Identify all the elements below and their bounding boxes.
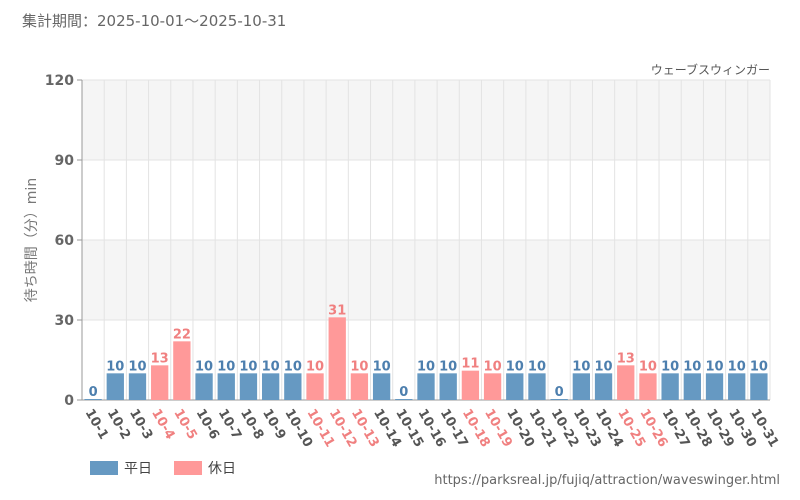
grid-band (82, 80, 770, 160)
bar-10-18 (461, 370, 480, 400)
period-label: 集計期間：2025-10-01～2025-10-31 (22, 12, 287, 30)
bar-10-15 (395, 399, 413, 400)
legend: 平日 休日 (90, 458, 236, 478)
bar-10-24 (594, 373, 613, 400)
bar-chart: 0 10 10 13 22 10 10 10 10 10 10 31 10 10 0 10 10 11 10 10 10… (24, 62, 782, 451)
data-label: 10 (306, 359, 324, 374)
data-label: 10 (705, 359, 723, 374)
y-tick-label: 0 (64, 393, 74, 409)
data-label: 10 (217, 359, 235, 374)
data-label: 10 (284, 359, 302, 374)
data-label: 11 (461, 357, 479, 372)
bar-10-3 (128, 373, 147, 400)
bar-10-29 (705, 373, 724, 400)
legend-weekday: 平日 (90, 458, 152, 478)
bar-10-9 (261, 373, 280, 400)
data-labels: 0 10 10 13 22 10 10 10 10 10 10 31 10 10 0 10 10 11 10 10 10… (89, 303, 768, 400)
legend-weekday-swatch (90, 461, 118, 475)
bar-10-10 (284, 373, 302, 400)
data-label: 10 (750, 359, 768, 374)
data-label: 10 (239, 359, 257, 374)
bar-10-21 (528, 373, 546, 400)
legend-holiday-label: 休日 (208, 461, 236, 477)
bars (84, 317, 768, 400)
bar-10-11 (306, 373, 324, 400)
data-label: 10 (528, 359, 546, 374)
y-tick-label: 30 (55, 313, 75, 329)
data-label: 10 (350, 359, 368, 374)
bar-10-20 (506, 373, 524, 400)
data-label: 22 (173, 327, 191, 342)
data-label: 10 (683, 359, 701, 374)
data-label: 0 (555, 385, 564, 400)
y-axis-label: 待ち時間（分）min (24, 178, 40, 302)
data-label: 10 (439, 359, 457, 374)
bar-10-26 (639, 373, 657, 400)
source-url: https://parksreal.jp/fujiq/attraction/wa… (434, 473, 780, 488)
bar-10-4 (151, 365, 169, 400)
bar-10-6 (195, 373, 213, 400)
gridlines (81, 79, 771, 401)
data-label: 10 (373, 359, 391, 374)
data-label: 13 (617, 351, 635, 366)
bar-10-25 (617, 365, 635, 400)
bar-10-2 (106, 373, 124, 400)
data-label: 10 (595, 359, 613, 374)
data-label: 0 (89, 385, 98, 400)
background-bands (82, 80, 770, 320)
data-label: 0 (399, 385, 408, 400)
bar-10-13 (350, 373, 369, 400)
data-label: 10 (106, 359, 124, 374)
data-label: 10 (195, 359, 213, 374)
bar-10-30 (728, 373, 746, 400)
data-label: 10 (661, 359, 679, 374)
data-label: 10 (572, 359, 590, 374)
data-label: 13 (151, 351, 169, 366)
bar-10-8 (239, 373, 258, 400)
y-tick-label: 60 (55, 233, 75, 249)
x-tick-labels: 10-110-210-310-410-510-610-710-810-910-1… (82, 407, 782, 451)
bar-10-7 (217, 373, 235, 400)
y-tick-label: 120 (45, 73, 74, 89)
data-label: 10 (417, 359, 435, 374)
y-tick-labels: 0 30 60 90 120 (45, 73, 82, 409)
data-label: 10 (506, 359, 524, 374)
data-label: 10 (484, 359, 502, 374)
data-label: 31 (328, 303, 346, 318)
bar-10-17 (439, 373, 457, 400)
legend-holiday-swatch (174, 461, 202, 475)
chart-title: ウェーブスウィンガー (651, 62, 770, 77)
data-label: 10 (128, 359, 146, 374)
bar-10-23 (572, 373, 591, 400)
legend-holiday: 休日 (174, 458, 236, 478)
data-label: 10 (728, 359, 746, 374)
bar-10-31 (750, 373, 768, 400)
bar-10-16 (417, 373, 435, 400)
y-tick-label: 90 (55, 153, 75, 169)
data-label: 10 (262, 359, 280, 374)
bar-10-12 (328, 317, 346, 400)
bar-10-28 (683, 373, 701, 400)
bar-10-1 (84, 399, 102, 400)
bar-10-19 (483, 373, 502, 400)
bar-10-14 (372, 373, 391, 400)
bar-10-5 (173, 341, 191, 400)
grid-band (82, 240, 770, 320)
legend-weekday-label: 平日 (124, 461, 152, 477)
bar-10-27 (661, 373, 679, 400)
bar-10-22 (550, 399, 568, 400)
data-label: 10 (639, 359, 657, 374)
